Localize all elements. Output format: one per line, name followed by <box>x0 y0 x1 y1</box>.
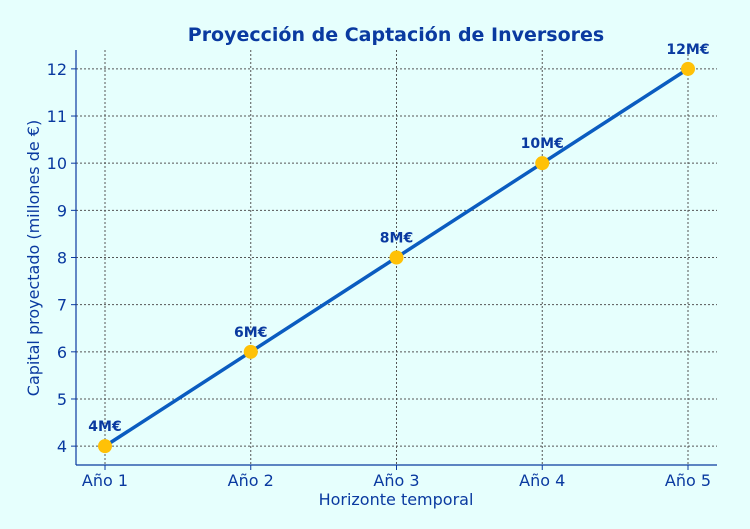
y-tick-label: 12 <box>47 60 67 79</box>
y-tick-label: 10 <box>47 154 67 173</box>
data-label: 12M€ <box>666 42 709 58</box>
y-tick-label: 11 <box>47 107 67 126</box>
data-label: 10M€ <box>521 136 564 152</box>
data-labels: 4M€ 6M€ 8M€ 10M€ 12M€ <box>88 42 709 435</box>
x-tick-label: Año 2 <box>228 471 274 490</box>
chart-title: Proyección de Captación de Inversores <box>188 24 604 46</box>
y-tick-label: 8 <box>57 249 67 268</box>
data-point <box>535 156 550 171</box>
data-point <box>389 250 404 265</box>
data-point <box>98 439 112 454</box>
y-axis-label: Capital proyectado (millones de €) <box>24 120 43 396</box>
y-tick-label: 6 <box>57 343 67 362</box>
y-tick-label: 9 <box>57 201 67 220</box>
x-tick-label: Año 1 <box>82 471 128 490</box>
y-tick-label: 7 <box>57 296 67 315</box>
x-tick-label: Año 5 <box>665 471 711 490</box>
x-axis-label: Horizonte temporal <box>319 490 474 509</box>
grid-lines <box>76 50 717 465</box>
data-label: 4M€ <box>88 419 121 435</box>
data-point <box>681 61 695 76</box>
y-ticks: 4 5 6 7 8 9 10 11 12 <box>47 60 76 456</box>
x-ticks: Año 1 Año 2 Año 3 Año 4 Año 5 <box>82 465 711 490</box>
data-point <box>243 344 258 359</box>
y-tick-label: 4 <box>57 437 67 456</box>
data-label: 6M€ <box>234 325 267 341</box>
x-tick-label: Año 3 <box>373 471 419 490</box>
y-tick-label: 5 <box>57 390 67 409</box>
data-label: 8M€ <box>380 231 413 247</box>
series <box>98 61 695 454</box>
x-tick-label: Año 4 <box>519 471 565 490</box>
